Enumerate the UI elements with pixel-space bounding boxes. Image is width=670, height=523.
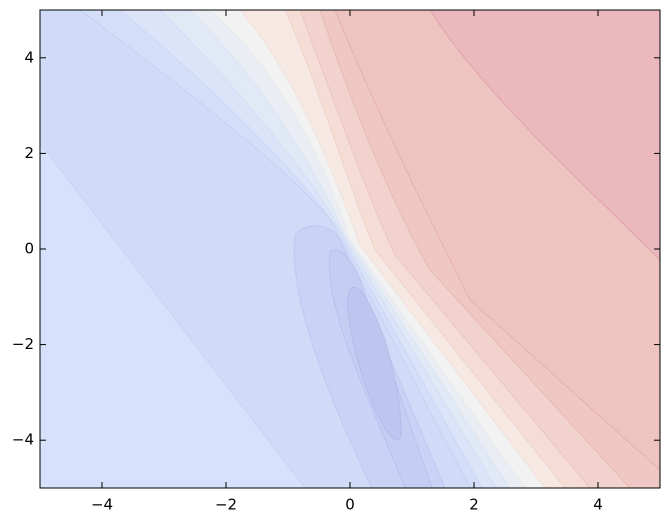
x-tick-label: −4 bbox=[91, 496, 113, 514]
contour-region bbox=[347, 287, 402, 441]
y-tick-label: −4 bbox=[12, 431, 34, 449]
y-tick-label: −2 bbox=[12, 335, 34, 353]
y-tick-label: 4 bbox=[24, 48, 34, 66]
y-tick-label: 2 bbox=[24, 144, 34, 162]
x-tick-label: −2 bbox=[215, 496, 237, 514]
x-tick-label: 0 bbox=[345, 496, 355, 514]
y-tick-label: 0 bbox=[24, 240, 34, 258]
contour-region bbox=[429, 10, 660, 261]
x-tick-label: 4 bbox=[593, 496, 603, 514]
contour-fill bbox=[40, 10, 660, 488]
x-tick-label: 2 bbox=[469, 496, 479, 514]
